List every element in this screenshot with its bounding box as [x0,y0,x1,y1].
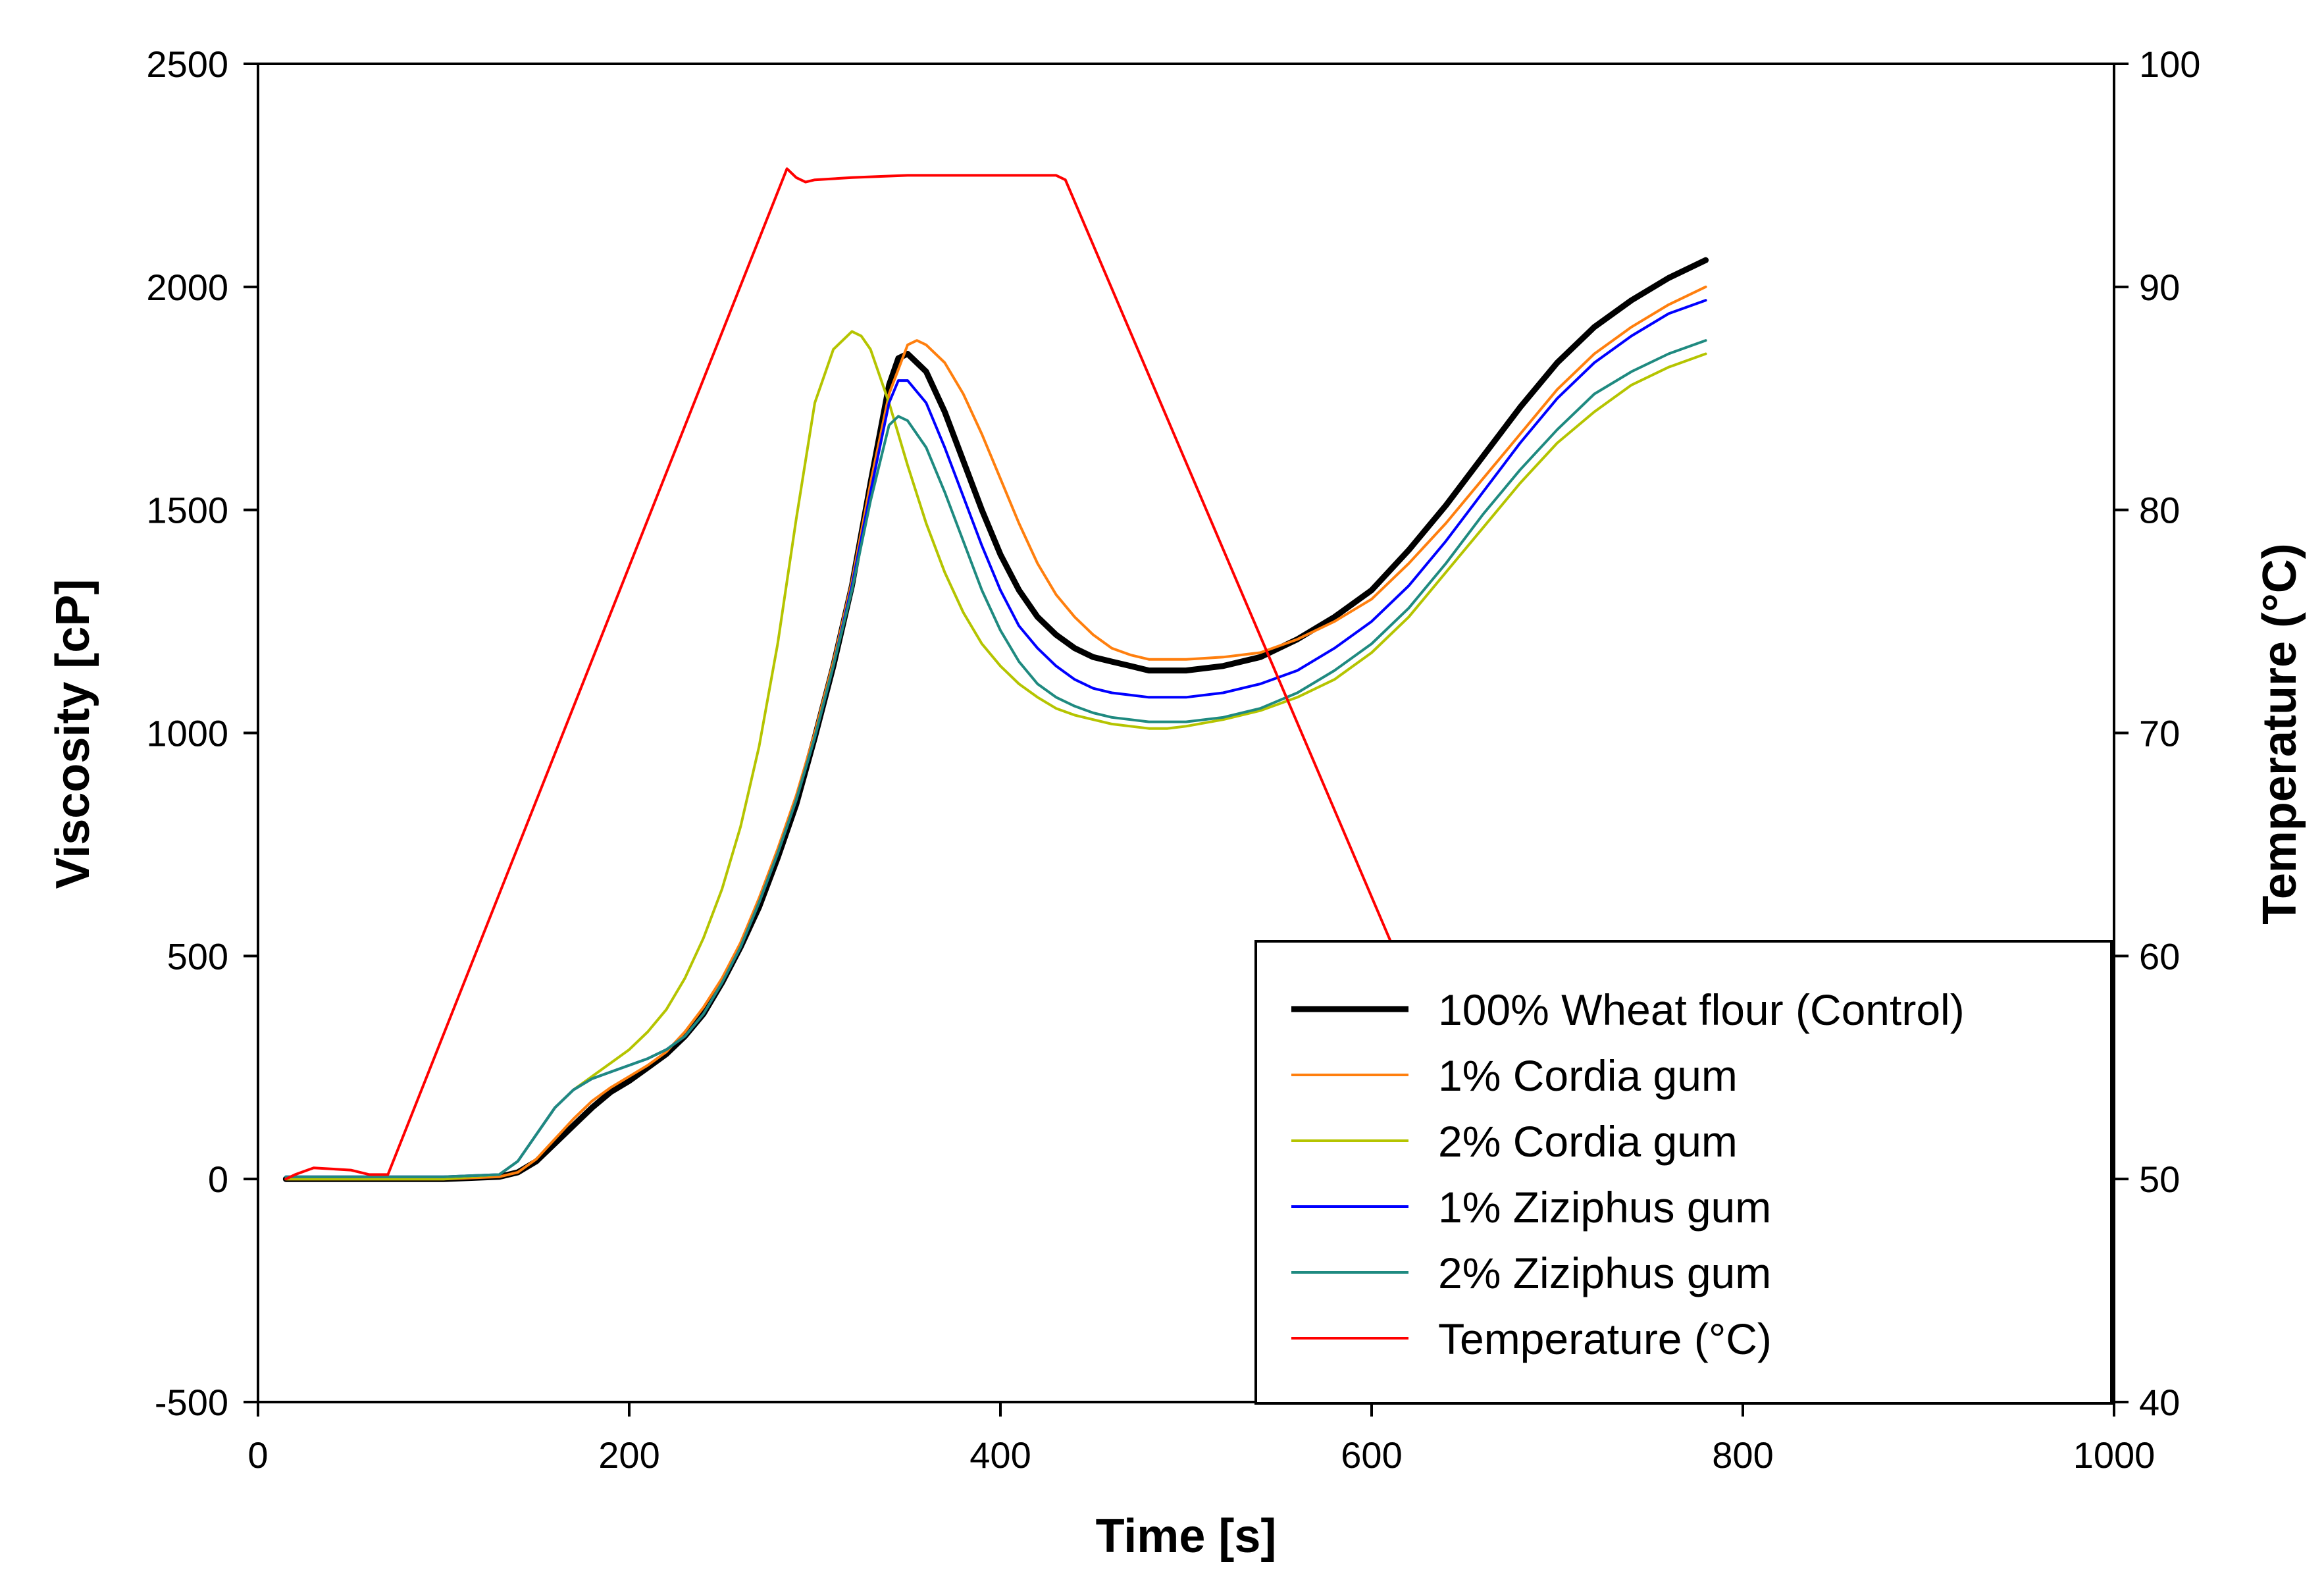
y2-tick-label: 50 [2139,1159,2180,1200]
series-line-2 [284,285,1707,1181]
y-axis-title: Viscosity [cP] [47,579,99,889]
legend-box [1254,940,2113,1405]
legend-label: 100% Wheat flour (Control) [1438,985,1965,1034]
y-tick-label: 0 [208,1159,228,1200]
y-tick-label: -500 [155,1382,228,1423]
legend-label: Temperature (°C) [1438,1315,1772,1363]
x-tick-label: 600 [1341,1434,1402,1476]
y2-axis-ticks: 100 90 80 70 60 50 40 [2114,43,2200,1423]
y-tick-label: 1500 [146,490,228,531]
legend-label: 2% Ziziphus gum [1438,1249,1771,1297]
x-tick-label: 200 [598,1434,659,1476]
y-tick-label: 2000 [146,267,228,308]
y2-tick-label: 90 [2139,267,2180,308]
x-axis-ticks: 0 200 400 600 800 1000 [247,1402,2155,1476]
series-line-3 [284,330,1707,1181]
legend-label: 2% Cordia gum [1438,1117,1738,1166]
series-line-1 [282,257,1709,1182]
x-axis-title: Time [s] [1096,1510,1277,1563]
legend: 100% Wheat flour (Control) 1% Cordia gum 2… [1254,940,2113,1405]
y-axis-ticks: 2500 2000 1500 1000 500 0 -500 [146,43,258,1423]
series-line-5 [284,339,1707,1178]
x-tick-label: 1000 [2073,1434,2156,1476]
y-tick-label: 1000 [146,713,228,754]
legend-label: 1% Cordia gum [1438,1051,1738,1100]
y2-axis-title: Temperature (°C) [2254,543,2306,925]
y2-tick-label: 40 [2139,1382,2180,1423]
y-tick-label: 2500 [146,43,228,85]
series-layer [282,167,1709,1182]
y-tick-label: 500 [167,935,228,977]
legend-label: 1% Ziziphus gum [1438,1183,1771,1232]
y2-tick-label: 80 [2139,490,2180,531]
x-tick-label: 400 [969,1434,1031,1476]
x-tick-label: 800 [1712,1434,1773,1476]
series-line-6 [284,167,1429,1181]
y2-tick-label: 70 [2139,713,2180,754]
y2-tick-label: 60 [2139,935,2180,977]
x-tick-label: 0 [247,1434,268,1476]
y2-tick-label: 100 [2139,43,2200,85]
